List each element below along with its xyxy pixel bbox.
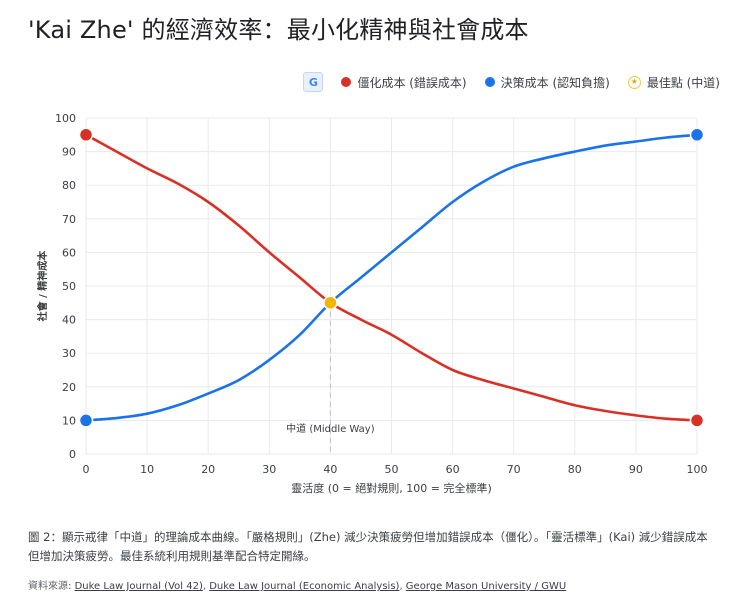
y-tick-label: 10 — [62, 414, 76, 427]
x-tick-label: 10 — [140, 463, 154, 476]
rigidity-end-point — [689, 413, 705, 428]
x-tick-label: 40 — [323, 463, 337, 476]
decision-end-point — [689, 127, 705, 143]
y-tick-label: 20 — [62, 381, 76, 394]
figure-caption: 圖 2：顯示戒律「中道」的理論成本曲線。「嚴格規則」(Zhe) 減少決策疲勞但增… — [28, 530, 708, 563]
y-axis-label: 社會 / 精神成本 — [36, 250, 49, 323]
x-tick-label: 70 — [507, 463, 521, 476]
x-tick-label: 50 — [385, 463, 399, 476]
optimal-point — [323, 295, 338, 311]
source-link-3[interactable]: George Mason University / GWU — [405, 581, 567, 592]
source-link-1[interactable]: Duke Law Journal (Vol 42) — [74, 581, 203, 592]
legend-item-decision[interactable]: 決策成本 (認知負擔) — [484, 74, 610, 91]
y-tick-label: 0 — [69, 448, 76, 461]
rigidity-start-point — [78, 127, 94, 143]
series-line-rigidity — [85, 133, 698, 422]
source-label: 資料來源: — [28, 581, 75, 592]
series-line-decision — [85, 133, 698, 422]
legend-star-icon: ★ — [627, 75, 641, 89]
y-tick-label: 100 — [55, 112, 76, 125]
legend-dot-red-icon — [341, 77, 352, 87]
legend-item-rigidity[interactable]: 僵化成本 (錯誤成本) — [341, 74, 467, 91]
x-tick-label: 90 — [629, 463, 643, 476]
x-tick-label: 0 — [83, 463, 90, 476]
legend-dot-blue-icon — [484, 77, 495, 87]
cost-curve-chart: 0 10 20 30 40 50 60 70 80 90 100 0 10 20 30 40 50 60 70 80… — [36, 112, 708, 495]
page-title: 'Kai Zhe' 的經濟效率：最小化精神與社會成本 — [28, 16, 529, 44]
google-translate-icon[interactable]: G — [303, 72, 324, 92]
legend-label-rigidity: 僵化成本 (錯誤成本) — [357, 75, 467, 90]
source-link-2[interactable]: Duke Law Journal (Economic Analysis) — [209, 581, 400, 592]
y-tick-label: 50 — [62, 280, 76, 293]
x-tick-label: 30 — [262, 463, 276, 476]
y-tick-label: 60 — [62, 246, 76, 259]
y-tick-label: 30 — [62, 347, 76, 360]
y-tick-label: 70 — [62, 213, 76, 226]
x-tick-label: 20 — [201, 463, 215, 476]
legend-label-decision: 決策成本 (認知負擔) — [500, 75, 610, 90]
y-tick-label: 40 — [62, 314, 76, 327]
y-tick-label: 90 — [62, 146, 76, 159]
x-tick-label: 80 — [568, 463, 582, 476]
x-tick-label: 60 — [446, 463, 460, 476]
middle-way-annotation: 中道 (Middle Way) — [286, 422, 375, 435]
chart-legend: G 僵化成本 (錯誤成本) 決策成本 (認知負擔) ★ 最佳點 (中道) — [303, 72, 720, 92]
chart-grid — [85, 117, 698, 455]
x-axis-label: 靈活度 (0 = 絕對規則, 100 = 完全標準) — [291, 481, 492, 495]
decision-start-point — [78, 413, 94, 428]
series-endpoints — [78, 127, 705, 428]
x-tick-label: 100 — [687, 463, 708, 476]
legend-label-optimal: 最佳點 (中道) — [646, 75, 720, 90]
legend-item-optimal[interactable]: ★ 最佳點 (中道) — [627, 74, 720, 91]
y-tick-label: 80 — [62, 179, 76, 192]
y-axis-ticks: 0 10 20 30 40 50 60 70 80 90 100 — [55, 112, 76, 461]
x-axis-ticks: 0 10 20 30 40 50 60 70 80 90 100 — [83, 463, 708, 476]
source-line: 資料來源: Duke Law Journal (Vol 42), Duke La… — [28, 581, 567, 592]
